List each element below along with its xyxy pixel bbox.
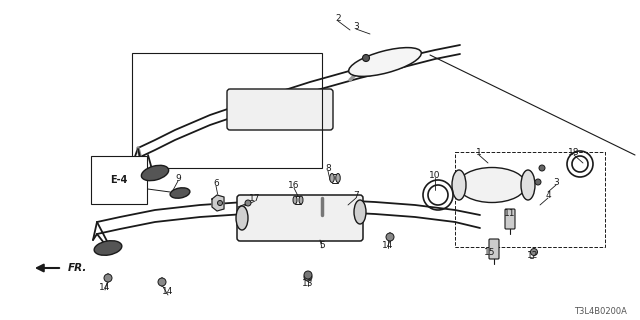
Ellipse shape <box>535 179 541 185</box>
Ellipse shape <box>386 233 394 241</box>
Ellipse shape <box>304 273 312 281</box>
Bar <box>455 152 605 247</box>
Text: 18: 18 <box>568 148 580 156</box>
Text: 15: 15 <box>484 247 496 257</box>
Text: 12: 12 <box>527 251 539 260</box>
Bar <box>132 53 322 168</box>
Ellipse shape <box>104 274 112 282</box>
Ellipse shape <box>336 173 340 182</box>
Ellipse shape <box>245 200 251 206</box>
Ellipse shape <box>539 165 545 171</box>
Text: E-4: E-4 <box>110 175 127 185</box>
Text: 2: 2 <box>335 13 341 22</box>
Text: T3L4B0200A: T3L4B0200A <box>573 308 627 316</box>
Text: 4: 4 <box>545 190 551 199</box>
FancyBboxPatch shape <box>489 239 499 259</box>
Text: 7: 7 <box>353 190 359 199</box>
Text: 9: 9 <box>175 173 181 182</box>
Text: 3: 3 <box>553 178 559 187</box>
Ellipse shape <box>158 278 166 286</box>
Text: 14: 14 <box>382 241 394 250</box>
Ellipse shape <box>349 48 421 76</box>
Ellipse shape <box>330 173 334 182</box>
Ellipse shape <box>521 170 535 200</box>
Ellipse shape <box>141 165 169 181</box>
Text: 1: 1 <box>476 148 482 156</box>
Text: 6: 6 <box>213 179 219 188</box>
Text: 14: 14 <box>163 287 173 297</box>
Text: 11: 11 <box>504 209 516 218</box>
FancyBboxPatch shape <box>505 209 515 229</box>
Ellipse shape <box>299 196 303 204</box>
Text: 13: 13 <box>302 278 314 287</box>
FancyBboxPatch shape <box>237 195 363 241</box>
Text: 8: 8 <box>325 164 331 172</box>
Text: 14: 14 <box>99 283 111 292</box>
Text: FR.: FR. <box>68 263 88 273</box>
FancyBboxPatch shape <box>227 89 333 130</box>
Ellipse shape <box>218 201 223 205</box>
Ellipse shape <box>354 200 366 224</box>
Polygon shape <box>212 195 224 211</box>
Ellipse shape <box>531 249 538 255</box>
Text: 17: 17 <box>249 194 260 203</box>
Ellipse shape <box>94 241 122 255</box>
Ellipse shape <box>304 271 312 279</box>
Text: 3: 3 <box>353 21 359 30</box>
Ellipse shape <box>452 170 466 200</box>
Text: 16: 16 <box>288 180 300 189</box>
Text: 5: 5 <box>319 241 325 250</box>
Ellipse shape <box>458 167 526 203</box>
Ellipse shape <box>293 196 297 204</box>
Ellipse shape <box>362 54 369 61</box>
Text: 10: 10 <box>429 171 441 180</box>
Ellipse shape <box>236 206 248 230</box>
Ellipse shape <box>170 188 190 198</box>
